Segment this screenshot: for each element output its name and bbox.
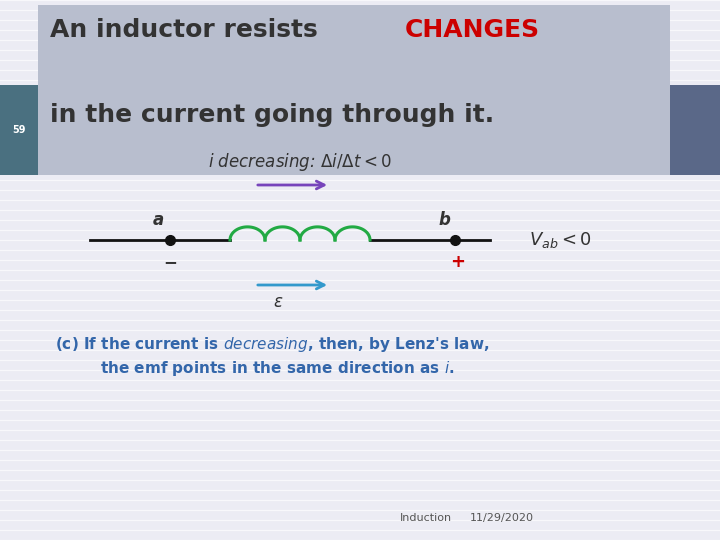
Text: +: +	[451, 253, 466, 271]
Text: ε: ε	[274, 293, 282, 311]
Text: a: a	[153, 211, 163, 229]
FancyBboxPatch shape	[0, 85, 38, 175]
Text: An inductor resists: An inductor resists	[50, 18, 326, 42]
Text: −: −	[163, 253, 177, 271]
Text: 11/29/2020: 11/29/2020	[470, 513, 534, 523]
Text: the emf points in the same direction as $\it{i}$.: the emf points in the same direction as …	[100, 359, 454, 377]
Text: $\bf{(c)}$ If the current is $\it{decreasing}$, then, by Lenz's law,: $\bf{(c)}$ If the current is $\it{decrea…	[55, 335, 490, 354]
FancyBboxPatch shape	[38, 5, 670, 175]
Text: in the current going through it.: in the current going through it.	[50, 103, 494, 127]
Text: b: b	[438, 211, 450, 229]
Text: Induction: Induction	[400, 513, 452, 523]
Text: $i$ decreasing: $\Delta i/\Delta t < 0$: $i$ decreasing: $\Delta i/\Delta t < 0$	[208, 151, 392, 173]
FancyBboxPatch shape	[670, 85, 720, 175]
Text: $V_{ab} < 0$: $V_{ab} < 0$	[528, 230, 591, 250]
Text: 59: 59	[12, 125, 26, 135]
Text: CHANGES: CHANGES	[405, 18, 540, 42]
